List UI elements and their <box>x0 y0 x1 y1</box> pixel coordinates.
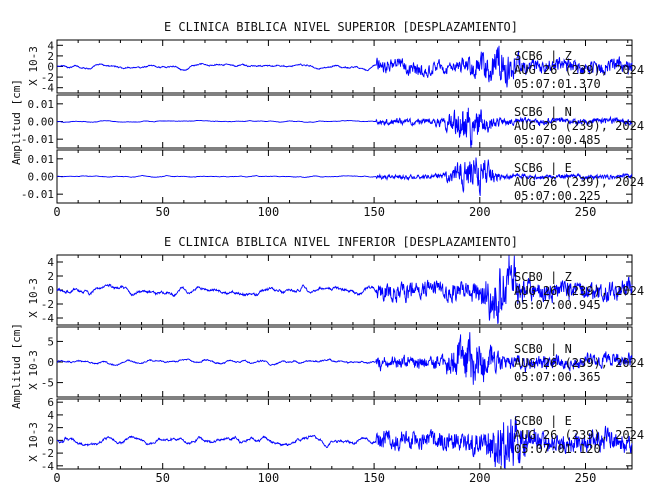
x-tick-label: 50 <box>155 205 169 219</box>
upper-trace-z: -4-2024 SCB6 | Z AUG 26 (239), 2024 05:0… <box>41 39 644 94</box>
lower-trace-e-scale-label: X 10-3 <box>27 422 40 462</box>
upper-ylabel: Amplitud [cm] <box>10 79 23 165</box>
lower-trace-z-date: AUG 26 (239), 2024 <box>514 284 644 298</box>
upper-x-axis: 0 50 100 150 200 250 <box>53 205 596 219</box>
upper-trace-e-time: 05:07:00.225 <box>514 189 601 203</box>
upper-trace-z-scale-label: X 10-3 <box>27 46 40 86</box>
y-tick-label: -0.01 <box>21 188 54 201</box>
lower-trace-e-time: 05:07:01.120 <box>514 442 601 456</box>
y-tick-label: 0.01 <box>28 153 55 166</box>
upper-trace-n-ticks: -0.01 0.00 0.01 <box>21 95 632 148</box>
upper-trace-n-date: AUG 26 (239), 2024 <box>514 119 644 133</box>
y-tick-label: -4 <box>41 82 55 95</box>
y-tick-label: 0 <box>47 284 54 297</box>
x-tick-label: 50 <box>155 471 169 485</box>
lower-trace-n-station: SCB0 | N <box>514 342 572 356</box>
upper-trace-e-station: SCB6 | E <box>514 161 572 175</box>
y-tick-label: 0 <box>47 356 54 369</box>
y-tick-label: 5 <box>47 335 54 348</box>
upper-trace-n-waveform <box>56 107 633 148</box>
x-tick-label: 150 <box>363 205 385 219</box>
upper-trace-z-date: AUG 26 (239), 2024 <box>514 63 644 77</box>
x-tick-label: 200 <box>469 471 491 485</box>
lower-trace-e-date: AUG 26 (239), 2024 <box>514 428 644 442</box>
upper-trace-e-waveform <box>56 157 633 196</box>
lower-trace-e-frame <box>56 398 633 470</box>
lower-trace-e-waveform <box>56 416 633 469</box>
upper-trace-z-ticks: -4-2024 <box>41 39 632 95</box>
upper-trace-n-time: 05:07:00.485 <box>514 133 601 147</box>
x-tick-label: 250 <box>575 205 597 219</box>
lower-trace-n-ticks: -5 0 5 <box>41 327 632 397</box>
lower-trace-n-time: 05:07:00.365 <box>514 370 601 384</box>
upper-trace-e: -0.01 0.00 0.01 SCB6 | E AUG 26 (239), 202… <box>21 149 644 204</box>
y-tick-label: 4 <box>47 409 54 422</box>
x-tick-label: 200 <box>469 205 491 219</box>
y-tick-label: 0.01 <box>28 98 55 111</box>
upper-trace-e-ticks: -0.01 0.00 0.01 <box>21 150 632 203</box>
lower-trace-z: -4-2024 SCB0 | Z AUG 26 (239), 2024 05:0… <box>41 254 644 326</box>
y-tick-label: 4 <box>47 256 54 269</box>
upper-trace-e-date: AUG 26 (239), 2024 <box>514 175 644 189</box>
x-tick-label: 250 <box>575 471 597 485</box>
upper-trace-z-time: 05:07:01.370 <box>514 77 601 91</box>
upper-trace-n-station: SCB6 | N <box>514 105 572 119</box>
y-tick-label: 0.00 <box>28 116 55 129</box>
upper-chart-title: E CLINICA BIBLICA NIVEL SUPERIOR [DESPLA… <box>164 20 518 34</box>
y-tick-label: -2 <box>41 71 54 84</box>
lower-trace-n: -5 0 5 SCB0 | N AUG 26 (239), 2024 05:07:0… <box>41 326 644 398</box>
upper-trace-n: -0.01 0.00 0.01 SCB6 | N AUG 26 (239), 202… <box>21 94 644 149</box>
y-tick-label: 0 <box>47 61 54 74</box>
y-tick-label: -5 <box>41 377 54 390</box>
lower-trace-z-ticks: -4-2024 <box>41 255 632 325</box>
lower-trace-z-scale-label: X 10-3 <box>27 278 40 318</box>
lower-chart: E CLINICA BIBLICA NIVEL INFERIOR [DESPLA… <box>10 235 644 485</box>
lower-trace-z-waveform <box>56 255 633 324</box>
y-tick-label: 2 <box>47 50 54 63</box>
x-tick-label: 0 <box>53 205 60 219</box>
y-tick-label: 2 <box>47 270 54 283</box>
upper-trace-z-station: SCB6 | Z <box>514 49 572 63</box>
lower-trace-e-station: SCB0 | E <box>514 414 572 428</box>
lower-ylabel: Amplitud [cm] <box>10 323 23 409</box>
lower-trace-n-waveform <box>56 332 633 385</box>
lower-chart-title: E CLINICA BIBLICA NIVEL INFERIOR [DESPLA… <box>164 235 518 249</box>
y-tick-label: 6 <box>47 396 54 409</box>
y-tick-label: -0.01 <box>21 133 54 146</box>
y-tick-label: 4 <box>47 39 54 52</box>
lower-x-axis: 0 50 100 150 200 250 <box>53 471 596 485</box>
y-tick-label: -4 <box>41 312 55 325</box>
x-tick-label: 100 <box>258 471 280 485</box>
x-tick-label: 100 <box>258 205 280 219</box>
y-tick-label: 0 <box>47 434 54 447</box>
y-tick-label: 2 <box>47 422 54 435</box>
x-tick-label: 0 <box>53 471 60 485</box>
lower-trace-n-scale-label: X 10-3 <box>27 350 40 390</box>
y-tick-label: -4 <box>41 460 55 473</box>
lower-trace-z-time: 05:07:00.945 <box>514 298 601 312</box>
lower-trace-n-date: AUG 26 (239), 2024 <box>514 356 644 370</box>
y-tick-label: -2 <box>41 447 54 460</box>
lower-trace-z-station: SCB0 | Z <box>514 270 572 284</box>
x-tick-label: 150 <box>363 471 385 485</box>
upper-chart: E CLINICA BIBLICA NIVEL SUPERIOR [DESPLA… <box>10 20 644 219</box>
y-tick-label: 0.00 <box>28 171 55 184</box>
y-tick-label: -2 <box>41 298 54 311</box>
upper-trace-z-waveform <box>56 45 633 88</box>
